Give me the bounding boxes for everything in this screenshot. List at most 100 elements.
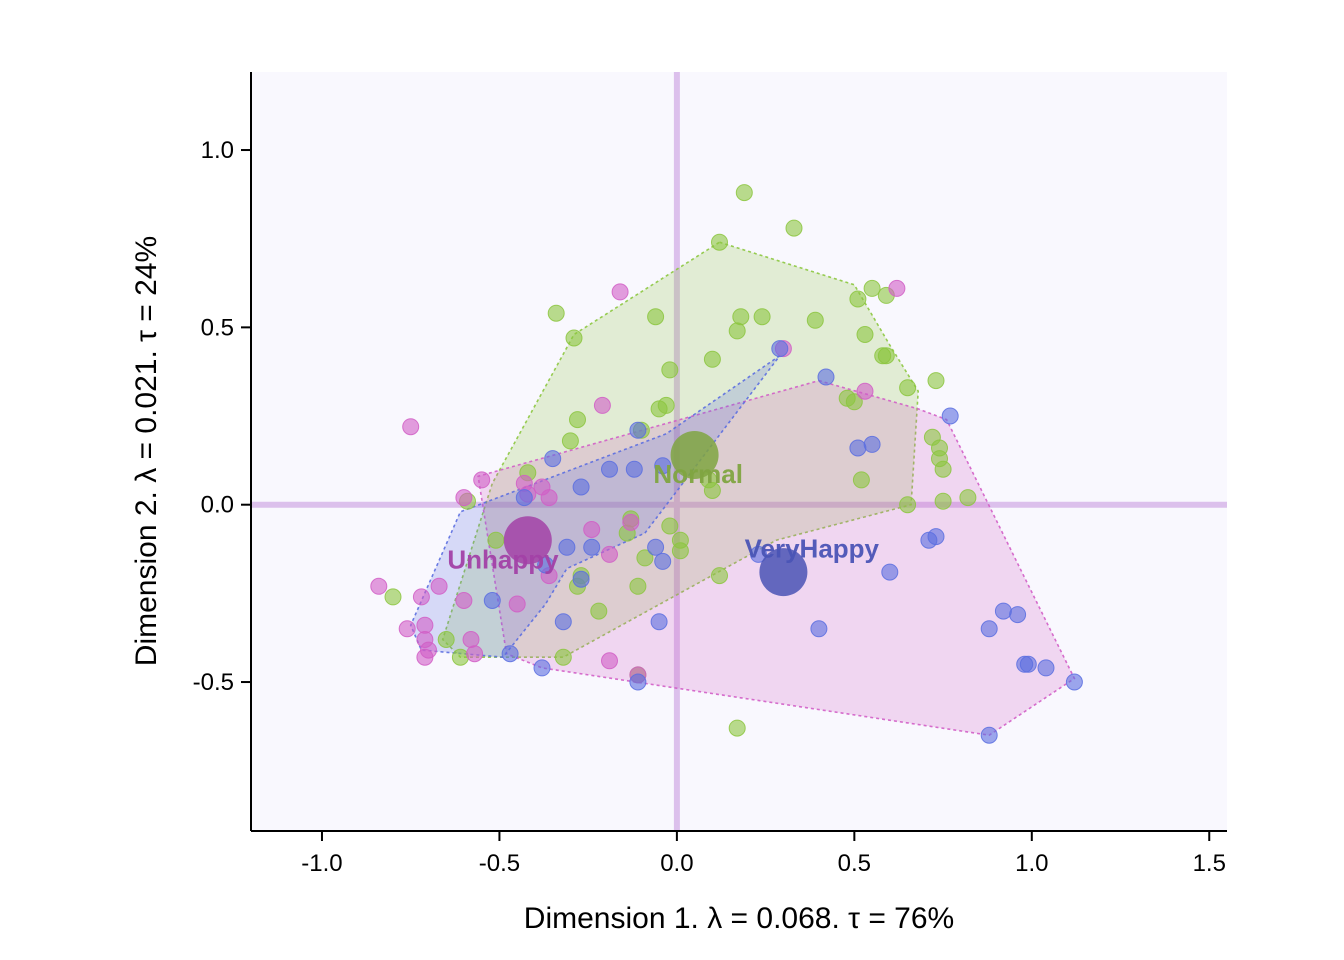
point-normal-1 bbox=[785, 219, 803, 237]
group-centroids bbox=[503, 431, 808, 597]
point-normal-16 bbox=[877, 347, 895, 365]
point-veryhappy-36 bbox=[980, 726, 998, 744]
point-normal-53 bbox=[451, 648, 469, 666]
point-veryhappy-33 bbox=[1037, 659, 1055, 677]
point-normal-2 bbox=[711, 233, 728, 251]
point-unhappy-20 bbox=[412, 588, 430, 606]
point-normal-51 bbox=[384, 588, 402, 606]
group-labels: Normal Unhappy VeryHappy bbox=[447, 459, 879, 574]
centroid-normal bbox=[670, 431, 719, 479]
point-unhappy-18 bbox=[455, 592, 473, 609]
point-veryhappy-28 bbox=[980, 620, 998, 638]
point-normal-56 bbox=[728, 719, 746, 737]
point-unhappy-12 bbox=[583, 521, 601, 538]
group-label-unhappy: Unhappy bbox=[447, 544, 559, 574]
x-tick-label: -1.0 bbox=[301, 850, 342, 877]
point-unhappy-27 bbox=[466, 645, 484, 663]
point-veryhappy-1 bbox=[817, 368, 835, 386]
y-tick-label: 0.0 bbox=[201, 492, 234, 519]
point-unhappy-4 bbox=[593, 396, 611, 414]
point-normal-28 bbox=[561, 432, 579, 450]
observation-points bbox=[370, 184, 1083, 744]
point-veryhappy-0 bbox=[771, 340, 789, 358]
point-normal-5 bbox=[849, 290, 867, 308]
point-normal-17 bbox=[661, 361, 679, 379]
point-normal-21 bbox=[845, 393, 863, 411]
x-ticks: -1.0 -0.5 0.0 0.5 1.0 1.5 bbox=[301, 831, 1226, 877]
x-tick-label: -0.5 bbox=[479, 850, 520, 877]
group-label-veryhappy: VeryHappy bbox=[745, 534, 880, 564]
axes bbox=[250, 72, 1227, 832]
point-unhappy-1 bbox=[888, 279, 906, 297]
point-veryhappy-19 bbox=[881, 563, 899, 581]
point-unhappy-14 bbox=[601, 545, 618, 563]
point-veryhappy-25 bbox=[554, 613, 572, 631]
point-normal-41 bbox=[661, 517, 679, 535]
point-normal-18 bbox=[899, 379, 917, 397]
x-tick-label: 1.0 bbox=[1015, 850, 1048, 877]
y-ticks: -0.5 0.0 0.5 1.0 bbox=[193, 137, 251, 696]
point-normal-11 bbox=[728, 322, 746, 340]
point-normal-54 bbox=[554, 648, 572, 666]
point-normal-12 bbox=[856, 326, 874, 343]
point-veryhappy-11 bbox=[515, 489, 533, 507]
point-normal-45 bbox=[636, 549, 654, 567]
point-veryhappy-14 bbox=[750, 545, 767, 563]
point-veryhappy-2 bbox=[941, 407, 959, 425]
y-tick-label: 1.0 bbox=[201, 137, 234, 164]
point-unhappy-24 bbox=[462, 631, 480, 648]
point-veryhappy-4 bbox=[849, 439, 867, 457]
point-normal-43 bbox=[671, 542, 689, 560]
point-normal-6 bbox=[547, 304, 565, 322]
point-normal-23 bbox=[657, 396, 675, 414]
point-veryhappy-9 bbox=[654, 457, 672, 475]
point-veryhappy-10 bbox=[572, 478, 590, 496]
point-veryhappy-34 bbox=[629, 673, 647, 691]
point-veryhappy-17 bbox=[647, 538, 665, 556]
point-veryhappy-23 bbox=[994, 602, 1012, 620]
point-unhappy-11 bbox=[540, 489, 558, 507]
group-label-normal: Normal bbox=[653, 459, 743, 489]
point-unhappy-19 bbox=[508, 595, 526, 613]
point-unhappy-13 bbox=[622, 513, 640, 531]
point-veryhappy-27 bbox=[810, 620, 828, 638]
point-normal-10 bbox=[806, 311, 824, 329]
point-normal-0 bbox=[735, 184, 753, 202]
point-normal-14 bbox=[703, 350, 721, 368]
point-veryhappy-26 bbox=[650, 613, 668, 631]
x-tick-label: 0.5 bbox=[838, 850, 871, 877]
point-unhappy-0 bbox=[611, 283, 629, 301]
point-normal-36 bbox=[934, 492, 952, 510]
point-veryhappy-7 bbox=[601, 460, 618, 478]
point-veryhappy-16 bbox=[927, 528, 945, 546]
point-veryhappy-8 bbox=[625, 460, 643, 478]
point-veryhappy-22 bbox=[483, 592, 501, 609]
y-tick-label: 0.5 bbox=[201, 314, 234, 341]
point-normal-49 bbox=[629, 577, 647, 595]
point-veryhappy-30 bbox=[533, 659, 551, 677]
x-axis-title: Dimension 1. λ = 0.068. τ = 76% bbox=[524, 902, 954, 935]
point-unhappy-9 bbox=[455, 489, 473, 507]
point-unhappy-5 bbox=[402, 418, 420, 436]
point-unhappy-3 bbox=[856, 382, 874, 400]
point-normal-9 bbox=[753, 308, 771, 326]
point-unhappy-6 bbox=[473, 471, 491, 489]
point-normal-37 bbox=[959, 489, 977, 507]
point-normal-50 bbox=[590, 602, 608, 620]
x-tick-label: 0.0 bbox=[660, 850, 693, 877]
point-veryhappy-24 bbox=[1009, 606, 1027, 624]
point-normal-3 bbox=[863, 279, 881, 297]
hull-veryhappy bbox=[409, 355, 781, 659]
point-veryhappy-21 bbox=[572, 570, 590, 588]
point-veryhappy-18 bbox=[654, 552, 672, 570]
centroid-veryhappy bbox=[759, 548, 808, 597]
point-normal-7 bbox=[732, 308, 750, 326]
point-veryhappy-32 bbox=[1019, 655, 1037, 673]
y-tick-label: -0.5 bbox=[193, 669, 234, 696]
point-normal-52 bbox=[437, 631, 455, 648]
point-normal-13 bbox=[565, 329, 583, 347]
point-veryhappy-6 bbox=[544, 450, 562, 468]
point-normal-39 bbox=[899, 496, 917, 514]
point-veryhappy-3 bbox=[629, 421, 647, 439]
